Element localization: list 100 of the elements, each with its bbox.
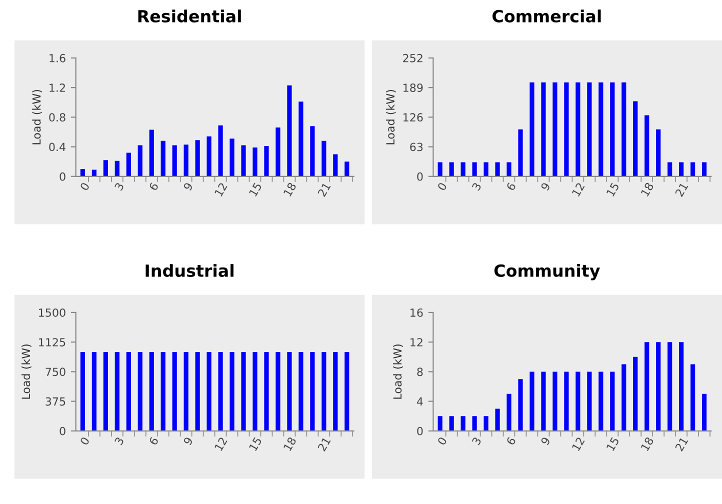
bar [438,416,442,431]
bar [576,82,580,176]
bar [644,342,650,431]
bar [702,394,707,431]
y-tick-label: 0 [60,172,66,181]
bar [206,136,212,176]
x-tick-label: 6 [506,436,516,446]
bar [172,145,177,176]
bar [218,125,223,176]
bar [184,144,188,176]
bar [576,372,580,431]
y-tick-label: 1.6 [50,54,66,62]
x-tick-label: 9 [540,182,551,192]
bar [702,162,707,176]
y-tick-label: 0.8 [49,113,66,122]
x-tick-label: 9 [183,436,194,446]
y-axis-title: Load (kW) [32,90,42,144]
x-tick-label: 21 [317,436,331,452]
bar [195,140,200,176]
y-tick-label: 1.2 [50,84,65,92]
x-tick-label: 15 [606,436,620,452]
x-tick-label: 9 [540,436,551,446]
bar [484,162,488,176]
x-tick-label: 18 [283,182,297,197]
chart-title: Community [494,264,600,280]
bar [333,154,338,176]
y-tick-label: 375 [46,397,66,406]
bar [287,85,292,176]
bar [322,140,326,176]
bar [298,102,304,176]
bar [264,146,269,176]
bar [587,82,592,176]
y-tick-label: 63 [410,142,423,152]
y-axis-title: Load (kW) [393,344,403,399]
y-tick-label: 189 [403,84,423,92]
bar [610,372,615,431]
bar [449,162,454,176]
y-tick-label: 0 [60,426,66,436]
bar [668,162,672,176]
y-tick-label: 8 [417,368,423,376]
bar [160,140,166,176]
y-tick-label: 0 [417,426,423,436]
bar [633,101,638,176]
x-tick-label: 12 [572,436,585,452]
x-tick-label: 6 [506,182,516,192]
x-tick-label: 3 [472,436,482,446]
bar [506,394,512,431]
bar [80,169,85,176]
x-tick-label: 18 [640,436,654,452]
x-tick-label: 18 [283,436,297,452]
bar [656,342,661,431]
bar [564,82,569,176]
x-tick-label: 21 [317,182,331,198]
bar [622,364,626,431]
y-tick-label: 1500 [39,308,66,317]
x-tick-label: 12 [214,436,228,452]
bar [679,342,684,431]
x-tick-label: 0 [437,182,448,192]
bar [518,379,523,431]
chart-title: Residential [138,10,241,22]
y-tick-label: 1125 [39,338,66,346]
bar [506,162,512,176]
x-tick-label: 21 [674,182,688,198]
bar [241,145,246,176]
bar [252,148,258,176]
bar [541,82,546,176]
y-tick-label: 252 [403,54,422,62]
bar [587,372,592,431]
bar [518,129,523,176]
bar [598,82,604,176]
bar [149,130,154,176]
bar [564,372,569,431]
x-tick-label: 0 [80,182,90,192]
x-tick-label: 3 [472,182,482,191]
y-tick-label: 126 [403,113,423,122]
bar [690,162,696,176]
bar [92,170,96,176]
x-tick-label: 12 [572,182,585,197]
x-tick-label: 3 [114,436,124,446]
y-tick-label: 4 [416,397,423,406]
chart-title: Commercial [492,10,601,22]
y-tick-label: 0 [417,172,423,181]
bar [472,162,477,176]
x-tick-label: 3 [114,182,124,191]
chart-title: Industrial [146,264,234,277]
x-tick-label: 0 [80,436,90,446]
x-tick-label: 6 [148,182,159,192]
y-axis-title: Load (kW) [22,344,32,399]
bar [610,82,615,176]
y-tick-label: 16 [410,308,423,317]
x-tick-label: 18 [640,182,654,197]
bar [472,416,477,431]
bar [644,115,650,176]
bar [495,162,500,176]
bar [114,160,120,176]
bar [103,160,108,176]
bar [656,129,661,176]
bar [276,128,280,176]
bar [484,416,488,431]
bar [530,82,534,176]
